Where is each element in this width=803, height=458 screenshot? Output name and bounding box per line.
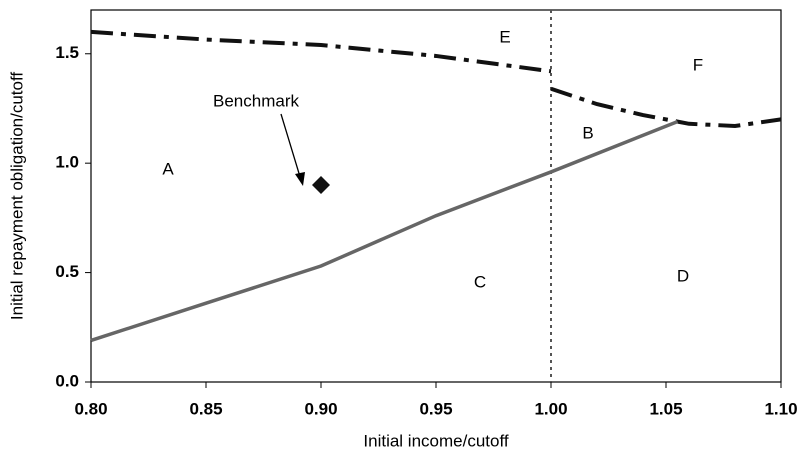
y-tick-label: 0.0 (55, 371, 79, 390)
x-tick-label: 0.95 (419, 399, 452, 418)
annotation-arrow (280, 113, 302, 181)
x-tick-label: 1.10 (764, 399, 797, 418)
annotation: Benchmark (213, 91, 299, 110)
y-tick-label: 1.0 (55, 153, 79, 172)
x-axis-label: Initial income/cutoff (363, 431, 508, 450)
annotation: F (693, 55, 703, 74)
x-tick-label: 0.90 (304, 399, 337, 418)
x-tick-label: 1.05 (649, 399, 682, 418)
benchmark-marker (312, 176, 330, 195)
arrow-head (295, 172, 305, 186)
annotation: B (582, 123, 593, 142)
x-tick-label: 0.80 (74, 399, 107, 418)
annotation: E (499, 27, 510, 46)
annotation: A (162, 159, 174, 178)
x-tick-label: 1.00 (534, 399, 567, 418)
plot-frame (90, 9, 782, 383)
y-tick-label: 0.5 (55, 262, 79, 281)
series-line (90, 29, 552, 74)
series-line (90, 119, 679, 343)
x-tick-label: 0.85 (189, 399, 222, 418)
y-axis-label: Initial repayment obligation/cutoff (7, 72, 26, 321)
annotation: C (474, 272, 486, 291)
series-line (550, 86, 782, 128)
y-tick-label: 1.5 (55, 43, 79, 62)
annotation: D (677, 266, 689, 285)
